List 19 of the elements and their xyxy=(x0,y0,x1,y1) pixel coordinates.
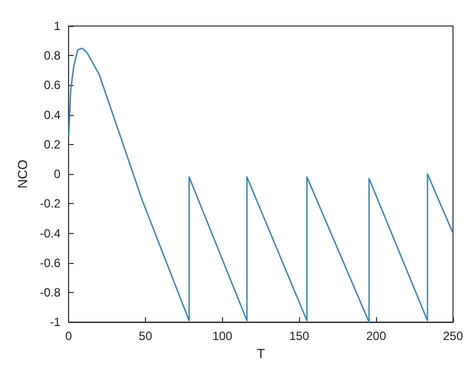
y-tick-label: -1 xyxy=(50,315,61,330)
x-tick-label: 0 xyxy=(65,329,72,344)
y-tick-label: 0.6 xyxy=(44,78,61,92)
y-tick-label: -0.2 xyxy=(40,196,61,211)
x-tick-label: 250 xyxy=(442,329,464,344)
y-tick-label: 1 xyxy=(54,19,61,33)
y-tick-label: -0.8 xyxy=(40,285,61,300)
y-tick-label: 0.2 xyxy=(44,137,61,152)
y-axis-title: NCO xyxy=(15,160,30,188)
y-tick-label: -0.6 xyxy=(40,256,61,270)
y-tick-label: 0 xyxy=(54,167,61,182)
x-axis-title: T xyxy=(256,346,265,361)
y-tick-label: 0.8 xyxy=(44,48,61,63)
y-tick-label: 0.4 xyxy=(44,108,61,122)
x-tick-label: 200 xyxy=(366,329,386,344)
x-tick-label: 150 xyxy=(289,329,310,344)
y-tick-label: -0.4 xyxy=(40,226,61,240)
x-tick-label: 100 xyxy=(212,329,233,344)
x-tick-label: 50 xyxy=(138,329,152,344)
